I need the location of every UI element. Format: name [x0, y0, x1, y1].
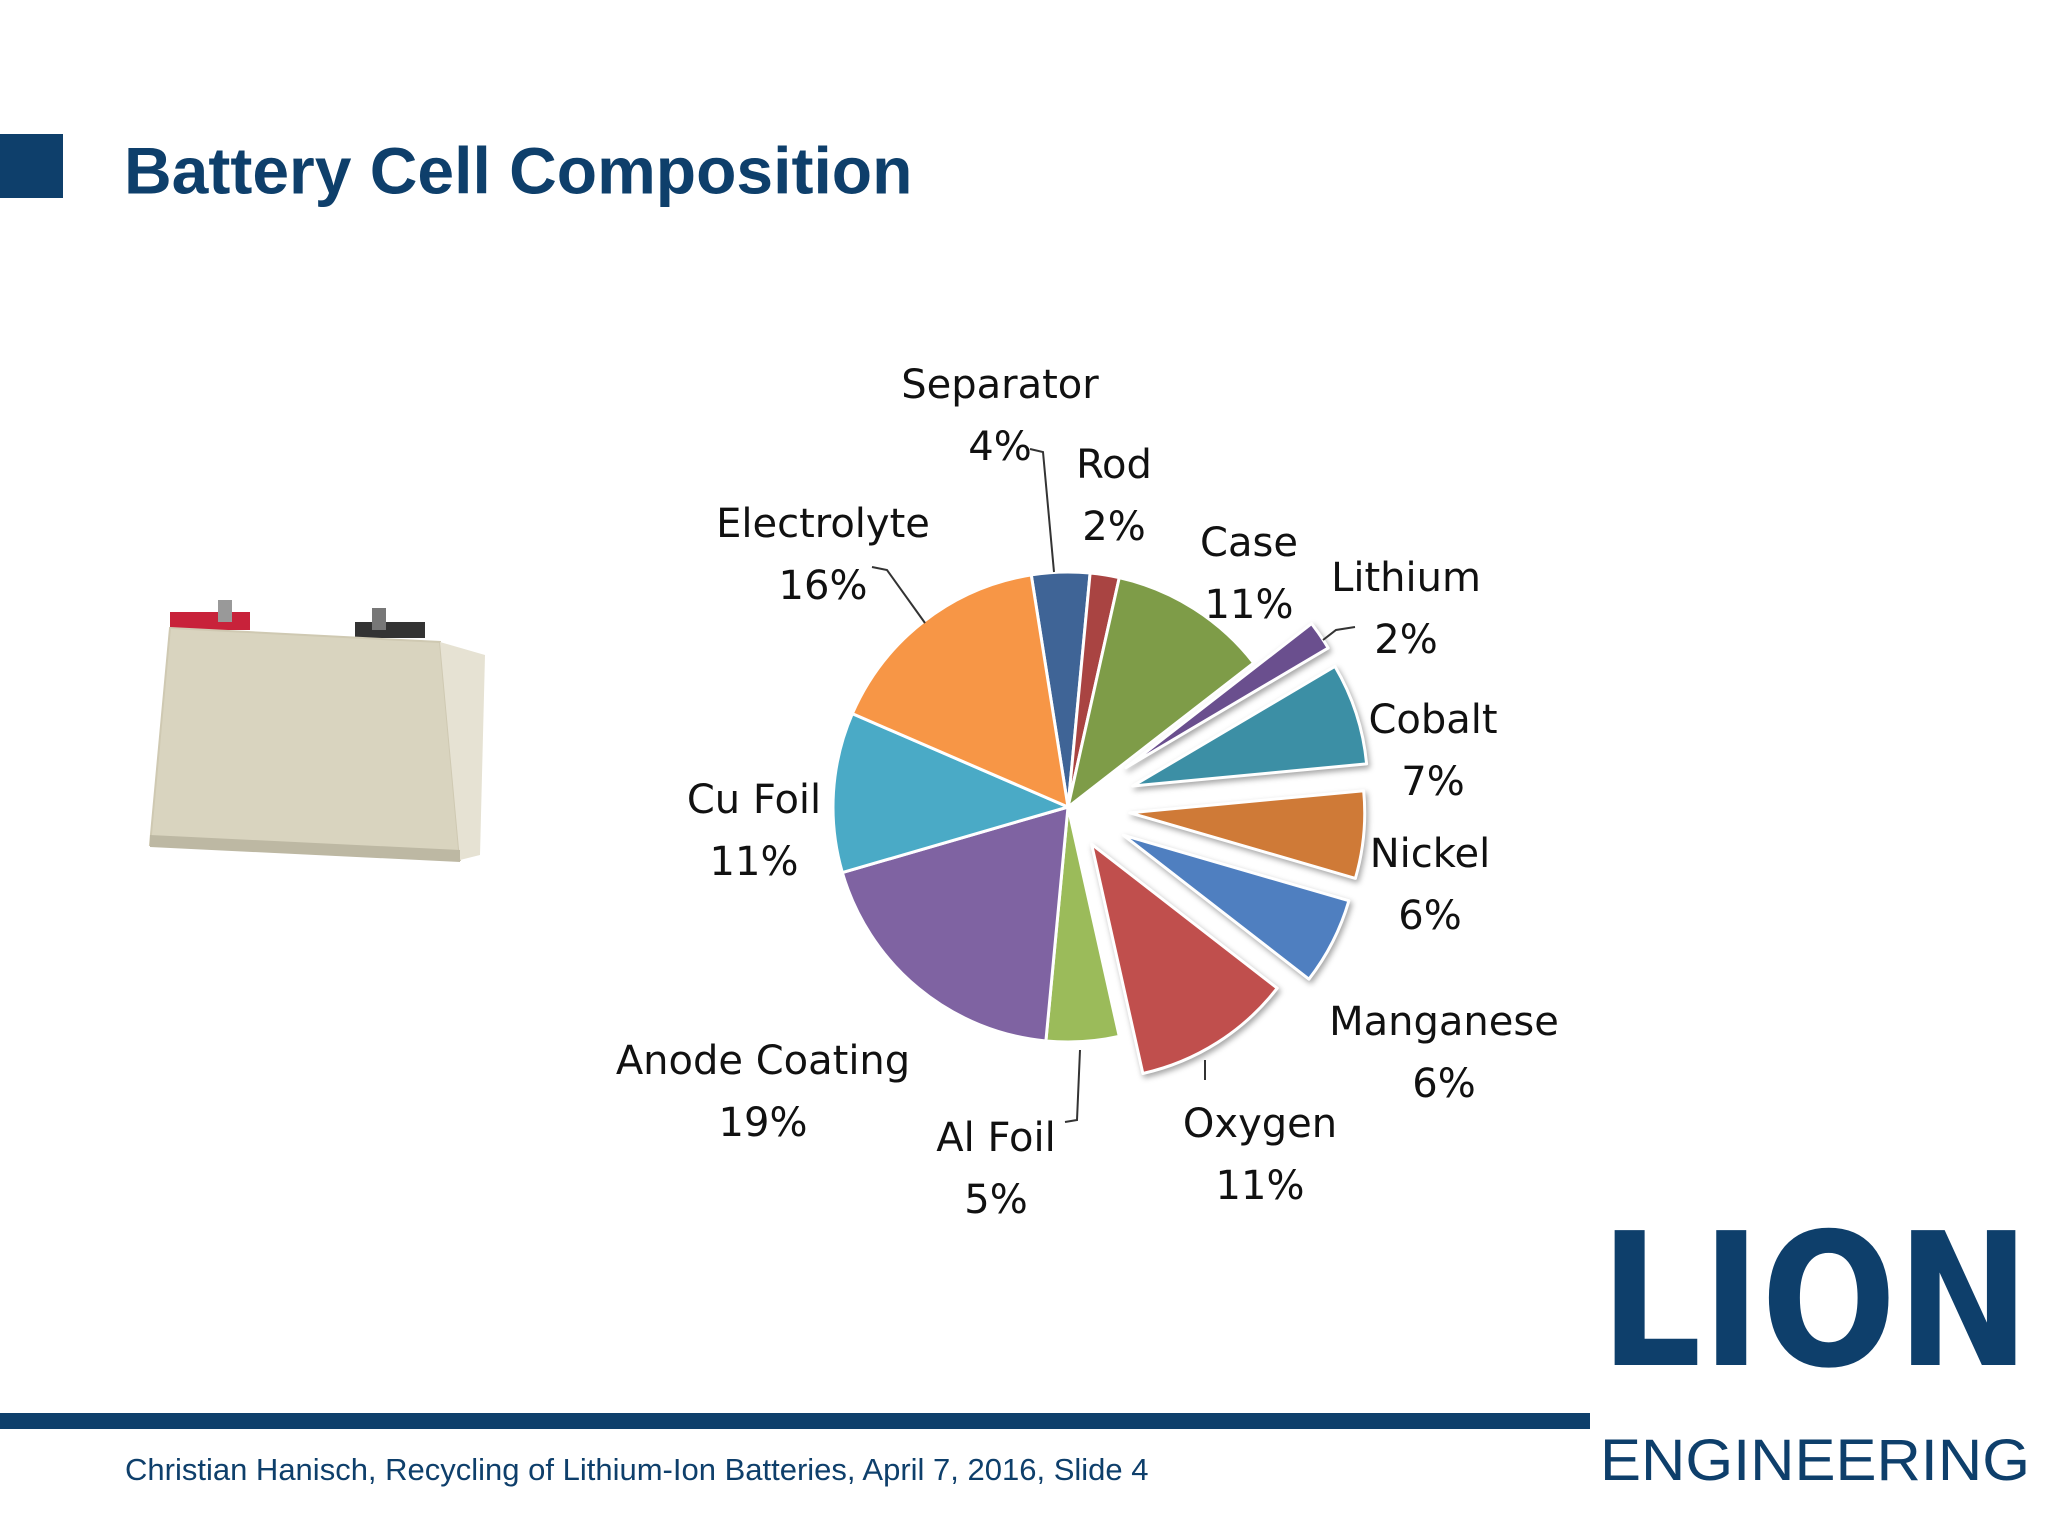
pie-slice — [1090, 842, 1279, 1075]
slice-label: Cu Foil — [687, 777, 821, 823]
slice-value-label: 4% — [968, 424, 1031, 470]
slice-label: Separator — [901, 362, 1099, 408]
slice-label: Oxygen — [1183, 1101, 1337, 1147]
battery-photo — [148, 600, 485, 862]
slice-label: Lithium — [1331, 555, 1481, 601]
slice-value-label: 2% — [1082, 504, 1145, 550]
slice-value-label: 5% — [964, 1177, 1027, 1223]
slice-label: Nickel — [1370, 831, 1491, 877]
pie-slice — [1128, 789, 1367, 880]
slice-value-label: 11% — [1205, 582, 1294, 628]
slide-title: Battery Cell Composition — [124, 133, 912, 207]
logo-name: LION — [1600, 1193, 2030, 1409]
logo-tagline: ENGINEERING — [1600, 1428, 2030, 1493]
slice-label: Electrolyte — [716, 501, 930, 547]
slice-value-label: 2% — [1374, 617, 1437, 663]
slice-label: Al Foil — [936, 1115, 1055, 1161]
title-marker — [0, 134, 63, 198]
slice-label: Manganese — [1329, 999, 1559, 1045]
pie-slice — [1124, 622, 1330, 770]
pie-slice — [1131, 664, 1369, 788]
slice-value-label: 11% — [1216, 1163, 1305, 1209]
slice-value-label: 16% — [779, 563, 868, 609]
slice-value-label: 6% — [1412, 1061, 1475, 1107]
footer-rule — [0, 1413, 1590, 1429]
pie-slice — [840, 805, 1070, 1043]
slice-value-label: 7% — [1401, 759, 1464, 805]
leader-lines — [871, 448, 1356, 1123]
slice-label: Case — [1200, 520, 1298, 566]
footer-text: Christian Hanisch, Recycling of Lithium-… — [125, 1452, 1149, 1487]
pie-slice — [1066, 576, 1256, 809]
pie-slice — [831, 712, 1070, 875]
pie — [831, 570, 1369, 1075]
slice-label: Rod — [1076, 442, 1152, 488]
pie-slice — [1121, 833, 1351, 981]
slice-value-label: 19% — [719, 1100, 808, 1146]
slice-value-label: 6% — [1398, 893, 1461, 939]
slice-label: Cobalt — [1368, 697, 1497, 743]
slice-label: Anode Coating — [616, 1038, 910, 1084]
slice-value-label: 11% — [710, 839, 799, 885]
logo: LION ENGINEERING — [1600, 1193, 2030, 1493]
